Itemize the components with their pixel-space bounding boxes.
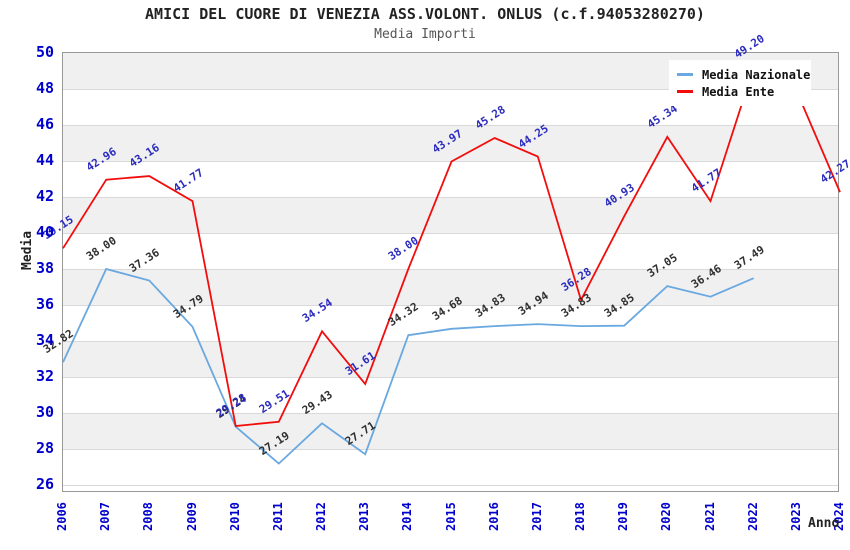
y-axis-tick-label: 44 — [35, 151, 54, 169]
x-axis-tick-label: 2016 — [486, 502, 501, 531]
legend-label-media-ente: Media Ente — [702, 84, 775, 99]
legend-item-media-nazionale: Media Nazionale — [677, 66, 811, 83]
y-axis-tick-label: 34 — [35, 331, 54, 349]
gridline — [63, 484, 838, 486]
gridline — [63, 232, 838, 234]
plot-band — [63, 233, 838, 269]
y-axis-tick-label: 26 — [35, 475, 54, 493]
plot-band — [63, 269, 838, 305]
legend: Media Nazionale Media Ente — [669, 60, 811, 106]
plot-band — [63, 161, 838, 197]
y-axis-tick-label: 38 — [35, 259, 54, 277]
y-axis-tick-label: 42 — [35, 187, 54, 205]
x-axis-tick-label: 2006 — [55, 502, 69, 531]
gridline — [63, 376, 838, 378]
gridline — [63, 268, 838, 270]
x-axis-tick-label: 2015 — [443, 502, 458, 531]
chart-title: AMICI DEL CUORE DI VENEZIA ASS.VOLONT. O… — [145, 5, 705, 23]
y-axis-tick-label: 36 — [35, 295, 54, 313]
y-axis-tick-label: 32 — [35, 367, 54, 385]
series-line-media-ente — [62, 66, 841, 427]
media-nazionale-line-swatch-icon — [677, 73, 693, 76]
gridline — [63, 88, 838, 90]
y-axis-title: Media — [20, 230, 35, 270]
x-axis-tick-label: 2019 — [616, 502, 631, 531]
legend-item-media-ente: Media Ente — [677, 83, 811, 100]
x-axis-tick-label: 2013 — [357, 502, 372, 531]
legend-label-media-nazionale: Media Nazionale — [702, 67, 811, 82]
x-axis-tick-label: 2011 — [270, 502, 285, 531]
x-axis-tick-label: 2017 — [529, 502, 544, 531]
y-axis-tick-label: 48 — [35, 79, 54, 97]
plot-band — [63, 449, 838, 485]
gridline — [63, 304, 838, 306]
y-axis-tick-label: 50 — [35, 43, 54, 61]
x-axis-tick-label: 2023 — [788, 502, 803, 531]
y-axis-tick-label: 28 — [35, 439, 54, 457]
gridline — [63, 412, 838, 414]
x-axis-tick-label: 2018 — [573, 502, 587, 531]
x-axis-tick-label: 2007 — [98, 502, 113, 531]
series-lines — [62, 66, 841, 465]
media-ente-line-swatch-icon — [677, 90, 693, 93]
y-axis-tick-label: 46 — [35, 115, 54, 133]
plot-band — [63, 377, 838, 413]
gridline — [63, 160, 838, 162]
x-axis-tick-label: 2008 — [141, 502, 156, 531]
plot-band — [63, 413, 838, 449]
gridline — [63, 124, 838, 126]
series-line-media-nazionale — [62, 267, 755, 465]
plot-band — [63, 305, 838, 341]
plot-area: 32.82 38.00 37.36 34.79 29.24 27.19 29.43 27.71… — [41, 32, 850, 492]
y-axis-tick-label: 30 — [35, 403, 54, 421]
gridline — [63, 196, 838, 198]
x-axis-title: Anno — [808, 516, 840, 531]
x-axis-tick-label: 2010 — [227, 502, 242, 531]
plot-band — [63, 125, 838, 161]
x-axis-tick-label: 2021 — [702, 502, 717, 531]
chart-subtitle: Media Importi — [374, 27, 476, 42]
x-axis-tick-label: 2022 — [745, 502, 760, 531]
x-axis-tick-label: 2014 — [400, 502, 415, 531]
gridline — [63, 340, 838, 342]
x-axis-tick-label: 2009 — [184, 502, 199, 531]
plot-band — [63, 341, 838, 377]
x-axis-tick-label: 2020 — [659, 502, 674, 531]
y-axis-tick-label: 40 — [35, 223, 54, 241]
gridline — [63, 448, 838, 450]
x-axis-tick-label: 2012 — [314, 502, 328, 531]
